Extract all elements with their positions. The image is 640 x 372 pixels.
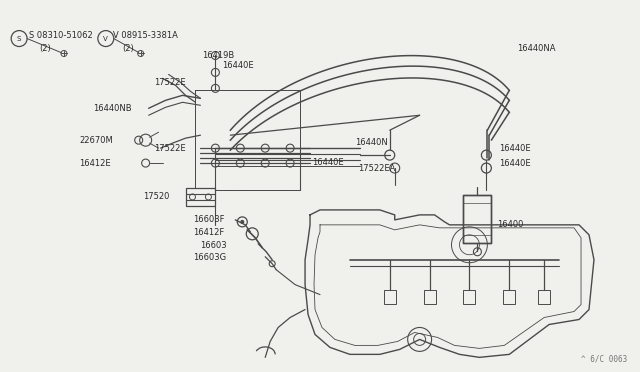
Text: 16400: 16400 xyxy=(497,220,524,230)
Text: V 08915-3381A: V 08915-3381A xyxy=(113,31,178,40)
Text: 16419B: 16419B xyxy=(202,51,235,60)
Bar xyxy=(195,90,300,190)
Text: 16412F: 16412F xyxy=(193,228,225,237)
Text: 16440E: 16440E xyxy=(499,158,531,167)
Bar xyxy=(463,290,476,304)
Bar xyxy=(384,290,396,304)
Text: 16440E: 16440E xyxy=(312,158,344,167)
Text: 16440NB: 16440NB xyxy=(93,104,131,113)
Text: 17520: 17520 xyxy=(143,192,169,202)
Text: S: S xyxy=(17,36,21,42)
Text: 16603G: 16603G xyxy=(193,253,227,262)
Text: 22670M: 22670M xyxy=(79,136,113,145)
Text: (2): (2) xyxy=(123,44,134,53)
Text: 17522E: 17522E xyxy=(154,144,185,153)
Text: 16412E: 16412E xyxy=(79,158,111,167)
Bar xyxy=(195,90,300,190)
Text: 16440E: 16440E xyxy=(222,61,254,70)
Text: (2): (2) xyxy=(39,44,51,53)
Circle shape xyxy=(240,220,244,224)
Bar xyxy=(186,188,216,206)
Text: 17522E: 17522E xyxy=(154,78,185,87)
Bar xyxy=(424,290,436,304)
Text: 16603: 16603 xyxy=(200,241,227,250)
Text: 16603F: 16603F xyxy=(193,215,225,224)
Text: 17522EA: 17522EA xyxy=(358,164,396,173)
Text: S 08310-51062: S 08310-51062 xyxy=(29,31,93,40)
Text: 16440E: 16440E xyxy=(499,144,531,153)
Bar xyxy=(463,195,492,243)
Bar xyxy=(503,290,515,304)
Bar xyxy=(538,290,550,304)
Text: 16440N: 16440N xyxy=(355,138,388,147)
Text: 16440NA: 16440NA xyxy=(517,44,556,53)
Text: ^ 6/C 0063: ^ 6/C 0063 xyxy=(580,355,627,363)
Text: V: V xyxy=(104,36,108,42)
